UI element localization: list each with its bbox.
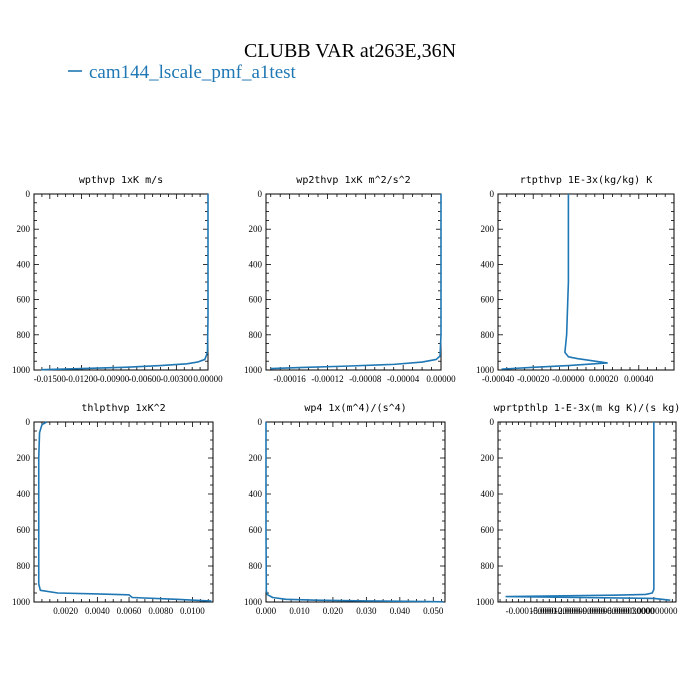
x-tick-label: -0.000030000 xyxy=(604,606,655,616)
y-tick-label: 1000 xyxy=(476,365,495,375)
panel-title: wprtpthlp 1-E-3x(m kg K)/(s kg) xyxy=(494,403,681,414)
x-tick-label: 0.000000000 xyxy=(630,606,678,616)
x-tick-label: -0.01200 xyxy=(65,374,98,384)
y-tick-label: 1000 xyxy=(12,365,31,375)
y-tick-label: 600 xyxy=(17,525,31,535)
panels: wpthvp 1xK m/s02004006008001000-0.01500-… xyxy=(12,175,680,616)
panel-1: wpthvp 1xK m/s02004006008001000-0.01500-… xyxy=(12,175,223,384)
y-tick-label: 1000 xyxy=(244,597,263,607)
plot-frame xyxy=(497,421,677,603)
y-tick-label: 400 xyxy=(481,489,495,499)
x-tick-label: 0.00000 xyxy=(193,374,223,384)
y-tick-label: 400 xyxy=(249,489,263,499)
plot-frame xyxy=(497,193,675,371)
panel-3: rtpthvp 1E-3x(kg/kg) K02004006008001000-… xyxy=(476,175,675,384)
x-tick-label: 0.020 xyxy=(323,606,344,616)
y-tick-label: 0 xyxy=(26,417,31,427)
panel-title: wpthvp 1xK m/s xyxy=(79,175,163,186)
x-tick-label: -0.00008 xyxy=(349,374,382,384)
x-tick-label: 0.00020 xyxy=(589,374,619,384)
y-tick-label: 800 xyxy=(481,561,495,571)
figure-title: CLUBB VAR at263E,36N xyxy=(244,40,456,62)
y-tick-label: 800 xyxy=(481,330,495,340)
y-tick-label: 0 xyxy=(490,417,495,427)
panel-title: thlpthvp 1xK^2 xyxy=(81,403,165,414)
y-tick-label: 400 xyxy=(17,489,31,499)
x-tick-label: -0.000060000 xyxy=(580,606,631,616)
x-tick-label: 0.00040 xyxy=(624,374,654,384)
y-tick-label: 200 xyxy=(17,453,31,463)
panel-title: wp2thvp 1xK m^2/s^2 xyxy=(296,175,410,186)
panel-title: wp4 1x(m^4)/(s^4) xyxy=(304,403,406,414)
x-tick-label: -0.00016 xyxy=(274,374,307,384)
plot-frame xyxy=(33,421,214,603)
y-tick-label: 600 xyxy=(249,525,263,535)
panel-4: thlpthvp 1xK^2 0 200 400 600 800 1000 0.0020 0.0… xyxy=(12,403,214,616)
y-tick-label: 600 xyxy=(17,295,31,305)
x-tick-label: 0.050 xyxy=(423,606,444,616)
y-tick-label: 400 xyxy=(481,259,495,269)
y-tick-label: 600 xyxy=(481,295,495,305)
series-line xyxy=(505,422,671,601)
y-tick-label: 1000 xyxy=(476,597,495,607)
y-tick-label: 200 xyxy=(481,224,495,234)
x-tick-label: -0.000150000 xyxy=(506,606,557,616)
panel-6: wprtpthlp 1-E-3x(m kg K)/(s kg) 0 200 400 60… xyxy=(476,403,680,616)
panel-2: wp2thvp 1xK m^2/s^2 0 200 400 600 800 1000 -0.0… xyxy=(244,175,456,384)
series-line xyxy=(41,194,209,371)
y-tick-label: 200 xyxy=(249,224,263,234)
x-tick-label: 0.0080 xyxy=(148,606,173,616)
y-tick-label: 0 xyxy=(258,189,263,199)
x-tick-label: -0.00004 xyxy=(387,374,420,384)
plot-frame xyxy=(33,193,209,371)
x-tick-label: 0.000 xyxy=(256,606,277,616)
x-tick-label: 0.040 xyxy=(390,606,411,616)
y-tick-label: 200 xyxy=(481,453,495,463)
x-tick-label: 0.030 xyxy=(356,606,377,616)
y-tick-label: 400 xyxy=(249,259,263,269)
x-tick-label: -0.00012 xyxy=(311,374,343,384)
series-line xyxy=(265,422,444,603)
y-tick-label: 0 xyxy=(258,417,263,427)
plot-frame xyxy=(265,421,446,603)
x-tick-label: 0.0100 xyxy=(180,606,205,616)
y-tick-label: 0 xyxy=(490,189,495,199)
y-tick-label: 200 xyxy=(249,453,263,463)
x-tick-label: 0.0060 xyxy=(117,606,142,616)
y-tick-label: 0 xyxy=(26,189,31,199)
series-line xyxy=(37,421,212,602)
panel-title: rtpthvp 1E-3x(kg/kg) K xyxy=(520,175,652,186)
y-tick-label: 800 xyxy=(17,330,31,340)
series-line xyxy=(270,194,442,370)
x-tick-label: -0.00300 xyxy=(160,374,193,384)
x-tick-label: -0.00000 xyxy=(552,374,585,384)
y-tick-label: 400 xyxy=(17,259,31,269)
x-tick-label: -0.00600 xyxy=(129,374,162,384)
y-tick-label: 1000 xyxy=(12,597,31,607)
series-line xyxy=(501,194,608,370)
x-tick-label: -0.01500 xyxy=(34,374,67,384)
x-tick-label: 0.00000 xyxy=(426,374,456,384)
legend-label: cam144_lscale_pmf_a1test xyxy=(89,62,297,83)
x-tick-label: -0.000090000 xyxy=(555,606,606,616)
x-tick-label: -0.000120000 xyxy=(530,606,581,616)
y-tick-label: 800 xyxy=(249,330,263,340)
x-tick-label: 0.010 xyxy=(289,606,310,616)
x-tick-label: 0.0020 xyxy=(53,606,78,616)
y-tick-label: 600 xyxy=(249,295,263,305)
x-tick-label: -0.00900 xyxy=(97,374,130,384)
y-tick-label: 1000 xyxy=(244,365,263,375)
y-tick-label: 600 xyxy=(481,525,495,535)
y-tick-label: 800 xyxy=(249,561,263,571)
plot-frame xyxy=(265,193,442,371)
x-tick-label: 0.0040 xyxy=(85,606,110,616)
y-tick-label: 200 xyxy=(17,224,31,234)
x-tick-label: -0.00040 xyxy=(482,374,515,384)
y-tick-label: 800 xyxy=(17,561,31,571)
x-tick-label: -0.00020 xyxy=(517,374,550,384)
